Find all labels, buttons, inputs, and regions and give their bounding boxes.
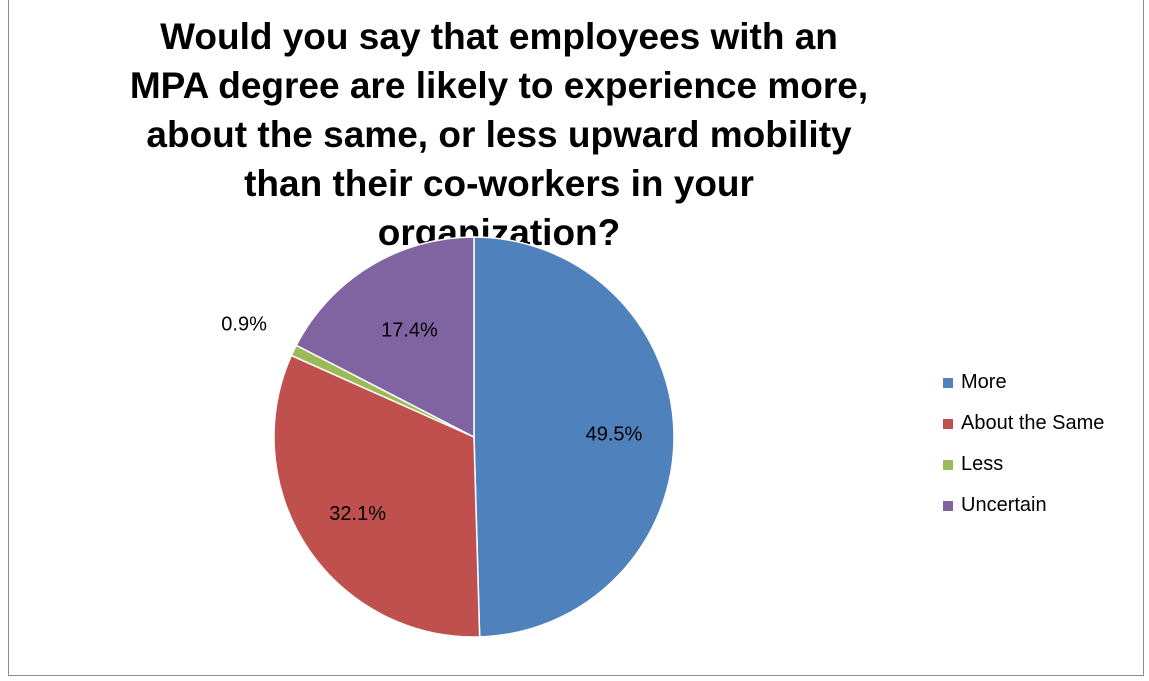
slice-label-uncertain: 17.4% [381,319,438,341]
legend-label-uncertain: Uncertain [961,494,1047,516]
legend-label-about-the-same: About the Same [961,412,1105,434]
pie-chart: 49.5% 32.1% 0.9% 17.4% [221,236,675,638]
slice-label-less: 0.9% [221,314,267,336]
chart-area: Would you say that employees with an MPA… [8,0,1144,676]
legend-item-uncertain: Uncertain [943,492,1104,519]
legend-swatch-about-the-same [943,418,953,429]
legend-swatch-less [943,459,953,470]
legend: More About the Same Less Uncertain [943,369,1104,533]
slice-label-more: 49.5% [586,423,643,445]
pie-slices [273,236,675,638]
pie-slice-uncertain [295,236,475,439]
legend-item-about-the-same: About the Same [943,410,1104,437]
legend-label-more: More [961,371,1007,393]
pie-slice-about-the-same [273,354,481,638]
slice-label-about-the-same: 32.1% [329,503,386,525]
pie-labels: 49.5% 32.1% 0.9% 17.4% [221,314,642,526]
legend-label-less: Less [961,453,1004,475]
legend-swatch-more [943,377,953,388]
legend-item-more: More [943,369,1104,396]
pie-slice-more [473,236,675,638]
legend-swatch-uncertain [943,500,953,511]
legend-item-less: Less [943,451,1104,478]
